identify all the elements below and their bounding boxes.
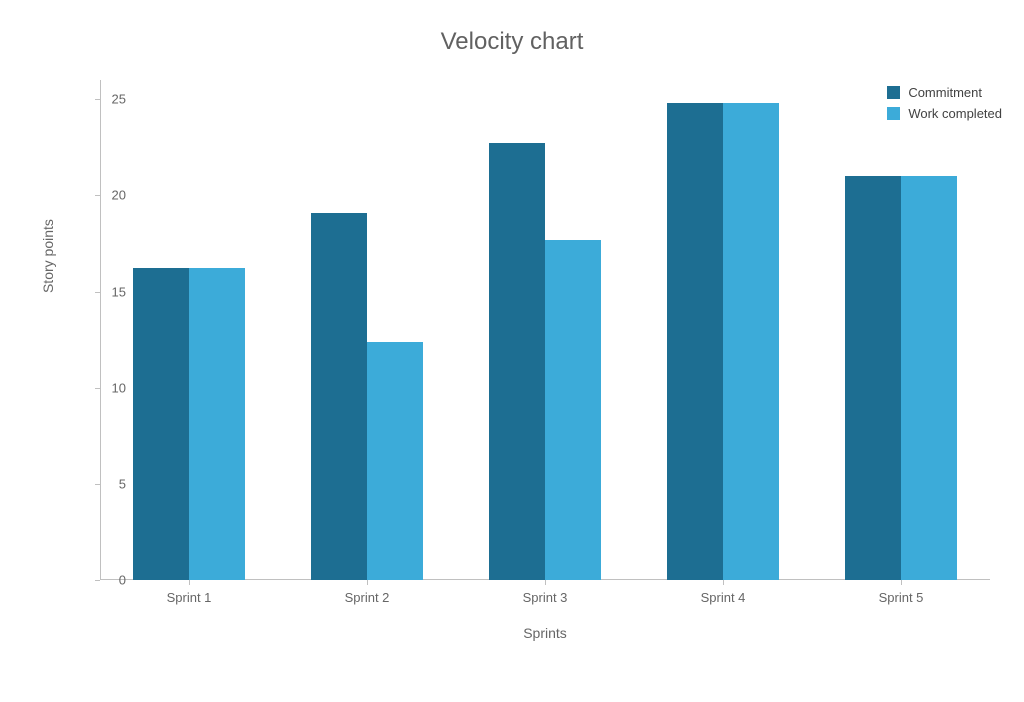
x-tick-label: Sprint 1 [167, 590, 212, 605]
y-tick-label: 10 [86, 380, 126, 395]
x-tick-mark [189, 580, 190, 585]
bar-commitment [489, 143, 545, 580]
x-axis-title: Sprints [100, 625, 990, 641]
legend-swatch-commitment [887, 86, 900, 99]
y-tick-label: 20 [86, 188, 126, 203]
chart-title: Velocity chart [0, 28, 1024, 56]
y-tick-label: 15 [86, 284, 126, 299]
bar-work-completed [545, 240, 601, 580]
y-tick-label: 25 [86, 92, 126, 107]
x-tick-label: Sprint 5 [879, 590, 924, 605]
y-axis-line [100, 80, 101, 580]
bar-commitment [133, 268, 189, 580]
bar-work-completed [189, 268, 245, 580]
x-tick-label: Sprint 3 [523, 590, 568, 605]
chart-legend: Commitment Work completed [887, 85, 1002, 127]
bar-work-completed [901, 176, 957, 580]
legend-item-work-completed: Work completed [887, 106, 1002, 121]
x-tick-mark [545, 580, 546, 585]
x-tick-mark [901, 580, 902, 585]
y-tick-label: 5 [86, 476, 126, 491]
legend-swatch-work-completed [887, 107, 900, 120]
bar-work-completed [723, 103, 779, 580]
x-tick-label: Sprint 4 [701, 590, 746, 605]
y-axis-title: Story points [40, 219, 56, 293]
bar-commitment [667, 103, 723, 580]
bar-commitment [311, 213, 367, 580]
y-tick-label: 0 [86, 573, 126, 588]
bar-commitment [845, 176, 901, 580]
bar-work-completed [367, 342, 423, 580]
plot-area: Sprint 1Sprint 2Sprint 3Sprint 4Sprint 5… [100, 80, 990, 580]
legend-item-commitment: Commitment [887, 85, 1002, 100]
x-tick-mark [367, 580, 368, 585]
velocity-chart: Velocity chart Sprint 1Sprint 2Sprint 3S… [0, 0, 1024, 702]
legend-label-work-completed: Work completed [908, 106, 1002, 121]
x-tick-label: Sprint 2 [345, 590, 390, 605]
x-tick-mark [723, 580, 724, 585]
legend-label-commitment: Commitment [908, 85, 982, 100]
